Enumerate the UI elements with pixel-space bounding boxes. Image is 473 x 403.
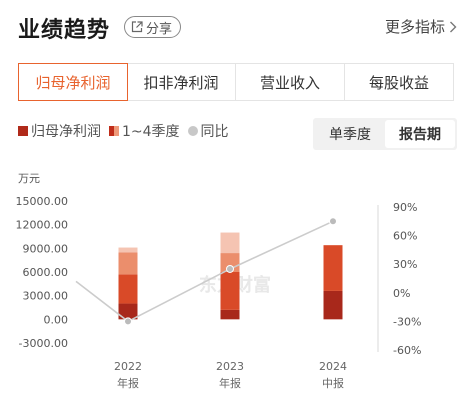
x-tick-year: 2022 (114, 360, 142, 373)
chevron-right-icon (450, 21, 457, 32)
more-metrics-label: 更多指标 (384, 18, 445, 36)
x-tick-year: 2023 (216, 360, 244, 373)
x-axis: 2022 年报 2023 年报 2024 中报 (114, 360, 347, 390)
right-tick-label: 90% (393, 201, 417, 214)
yoy-point[interactable] (226, 264, 234, 273)
left-tick-label: 9000.00 (23, 242, 69, 255)
share-label: 分享 (146, 21, 173, 37)
right-tick-label: 30% (393, 258, 417, 271)
x-tick-year: 2024 (319, 360, 347, 373)
left-tick-label: 12000.00 (16, 219, 69, 232)
share-button[interactable]: 分享 (124, 16, 182, 38)
right-tick-label: 0% (393, 287, 410, 300)
left-axis: 15000.00 12000.00 9000.00 6000.00 3000.00 0.0… (16, 195, 69, 350)
bar-segment-q2[interactable] (323, 245, 343, 291)
legend-quarters-label: 1~4季度 (122, 124, 180, 140)
tab-revenue[interactable]: 营业收入 (236, 64, 345, 100)
header: 业绩趋势 分享 更多指标 (18, 12, 457, 48)
right-tick-label: -60% (393, 344, 421, 357)
left-tick-label: 3000.00 (23, 290, 69, 303)
legend-net-profit: 归母净利润 (18, 121, 101, 141)
left-tick-label: 0.00 (44, 313, 69, 326)
bars (118, 232, 343, 320)
legend-quarters: 1~4季度 (109, 121, 180, 141)
tab-net-profit[interactable]: 归母净利润 (18, 63, 128, 101)
legend-yoy-dot (187, 126, 198, 136)
right-tick-label: -30% (393, 315, 421, 328)
bar-segment-q2[interactable] (118, 274, 138, 304)
bar-segment-q2[interactable] (220, 272, 240, 310)
yoy-polyline (75, 220, 334, 323)
legend-yoy: 同比 (187, 121, 229, 141)
tab-eps[interactable]: 每股收益 (368, 73, 429, 92)
metric-tabs: 归母净利润 扣非净利润 营业收入 每股收益 (18, 63, 454, 101)
bar-segment-q1[interactable] (118, 303, 138, 320)
bar-segment-q4[interactable] (118, 247, 138, 253)
page-title: 业绩趋势 (18, 18, 111, 43)
bar-segment-q1[interactable] (323, 290, 343, 320)
legend-yoy-label: 同比 (200, 124, 229, 140)
x-tick-period: 年报 (219, 376, 241, 390)
legend-net-profit-label: 归母净利润 (31, 124, 101, 140)
yoy-point[interactable] (124, 317, 132, 326)
tab-deducted-net-profit[interactable]: 扣非净利润 (127, 64, 236, 100)
yoy-line (75, 217, 337, 326)
left-tick-label: 15000.00 (16, 195, 69, 208)
bar-segment-q3[interactable] (118, 252, 138, 275)
left-tick-label: -3000.00 (19, 337, 68, 350)
report-period-button[interactable]: 报告期 (385, 120, 455, 148)
chart-legend: 归母净利润 1~4季度 同比 (18, 121, 237, 141)
more-metrics-link[interactable]: 更多指标 (385, 16, 457, 37)
legend-quarters-swatch (109, 126, 119, 136)
bar-segment-q4[interactable] (220, 232, 240, 254)
share-icon (131, 21, 143, 33)
right-axis: 90% 60% 30% 0% -30% -60% (393, 201, 421, 357)
single-quarter-button[interactable]: 单季度 (329, 127, 371, 143)
x-tick-period: 年报 (117, 376, 139, 390)
right-tick-label: 60% (393, 230, 417, 243)
legend-net-profit-swatch (18, 126, 28, 136)
x-tick-period: 中报 (322, 376, 344, 390)
left-tick-label: 6000.00 (23, 266, 69, 279)
period-toggle: 单季度 报告期 (313, 118, 457, 150)
bar-segment-q1[interactable] (220, 309, 240, 320)
unit-label: 万元 (18, 172, 40, 185)
yoy-point[interactable] (329, 217, 337, 226)
